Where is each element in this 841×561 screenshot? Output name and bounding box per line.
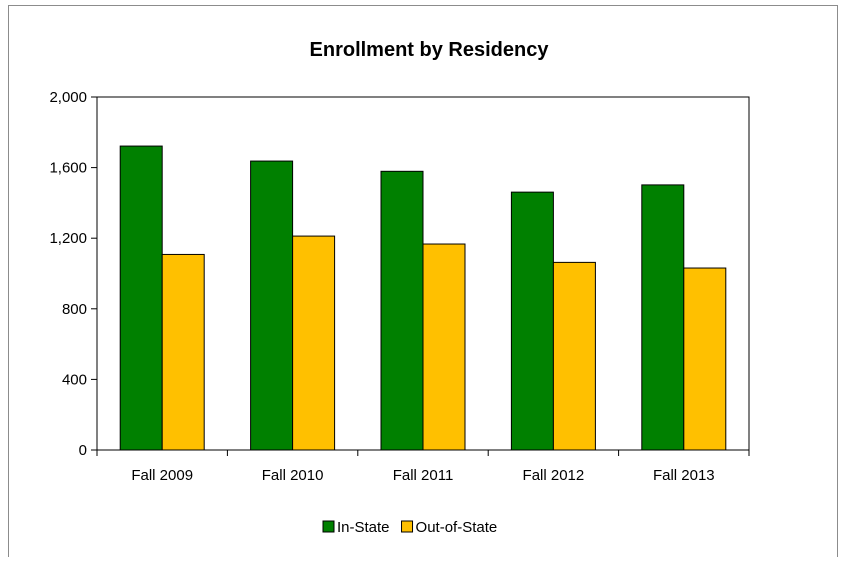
bar-out-of-state-fall-2011 bbox=[422, 243, 466, 451]
legend-swatch bbox=[401, 520, 414, 533]
bar-series bbox=[119, 145, 727, 451]
y-axis: 0 400 800 1,200 1,600 2,000 bbox=[49, 89, 97, 459]
x-tick-label: Fall 2010 bbox=[262, 467, 324, 484]
legend-swatch bbox=[322, 520, 335, 533]
x-tick-label: Fall 2009 bbox=[131, 467, 193, 484]
chart-frame: Enrollment by Residency 0 400 800 1,200 1,60… bbox=[8, 5, 838, 557]
bar-out-of-state-fall-2013 bbox=[683, 267, 727, 451]
legend-label: In-State bbox=[337, 519, 390, 536]
y-tick-label: 1,200 bbox=[49, 230, 87, 247]
x-tick-label: Fall 2013 bbox=[653, 467, 715, 484]
bar-out-of-state-fall-2012 bbox=[552, 261, 596, 451]
bar-chart: Enrollment by Residency 0 400 800 1,200 1,60… bbox=[49, 39, 750, 536]
y-tick-label: 2,000 bbox=[49, 89, 87, 106]
bar-in-state-fall-2012 bbox=[510, 191, 554, 451]
y-tick-label: 800 bbox=[62, 301, 87, 318]
chart-title: Enrollment by Residency bbox=[310, 39, 550, 61]
y-tick-label: 0 bbox=[79, 442, 87, 459]
x-tick-label: Fall 2012 bbox=[523, 467, 585, 484]
bar-in-state-fall-2011 bbox=[380, 170, 424, 451]
legend: In-State Out-of-State bbox=[322, 519, 498, 536]
bar-in-state-fall-2010 bbox=[250, 160, 294, 451]
x-axis: Fall 2009 Fall 2010 Fall 2011 Fall 2012 Fall… bbox=[96, 450, 750, 484]
legend-label: Out-of-State bbox=[416, 519, 498, 536]
y-tick-label: 1,600 bbox=[49, 160, 87, 177]
x-tick-label: Fall 2011 bbox=[393, 467, 454, 484]
bar-in-state-fall-2009 bbox=[119, 145, 163, 451]
bar-out-of-state-fall-2010 bbox=[292, 235, 336, 451]
y-tick-label: 400 bbox=[62, 371, 87, 388]
bar-in-state-fall-2013 bbox=[641, 184, 685, 451]
bar-out-of-state-fall-2009 bbox=[161, 253, 205, 451]
